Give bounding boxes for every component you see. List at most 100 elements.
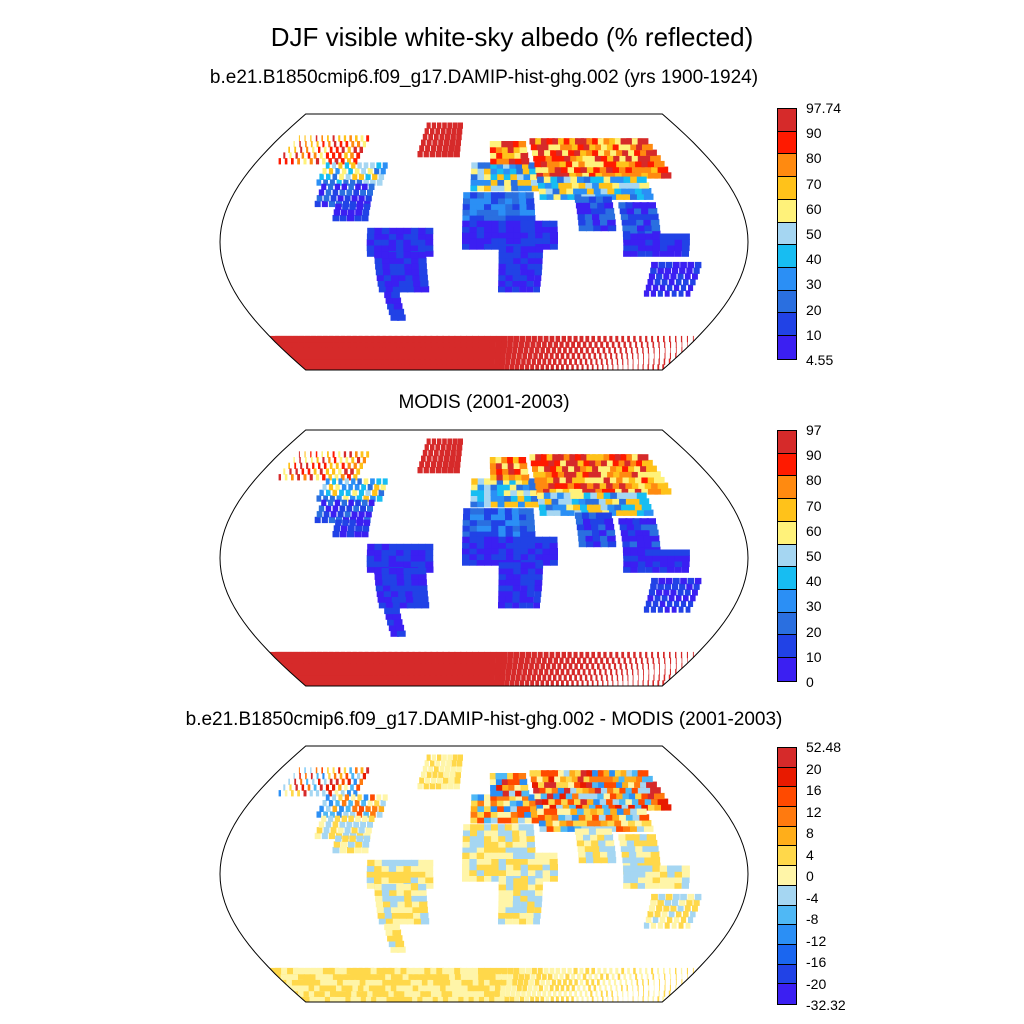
grid-cell	[362, 657, 372, 664]
grid-cell	[381, 244, 390, 252]
grid-cell	[362, 841, 370, 848]
grid-cell	[469, 559, 478, 566]
grid-cell	[301, 468, 305, 475]
grid-cell	[565, 498, 574, 505]
grid-cell	[490, 185, 499, 192]
grid-cell	[527, 215, 536, 222]
grid-cell	[680, 893, 687, 901]
grid-cell	[607, 188, 617, 195]
grid-cell	[340, 474, 345, 481]
grid-cell	[537, 808, 546, 815]
grid-cell	[662, 996, 665, 1002]
grid-cell	[491, 858, 500, 865]
grid-cell	[391, 590, 400, 597]
grid-cell	[637, 996, 639, 1002]
grid-cell	[462, 674, 470, 681]
grid-cell	[556, 488, 565, 495]
grid-cell	[513, 246, 522, 253]
grid-cell	[371, 347, 381, 354]
grid-cell	[690, 279, 696, 286]
grid-cell	[591, 996, 594, 1002]
grid-cell	[652, 341, 655, 348]
grid-cell	[393, 935, 403, 942]
grid-cell	[621, 172, 632, 179]
grid-cell	[586, 482, 597, 489]
grid-cell	[449, 771, 456, 778]
grid-cell	[435, 783, 442, 790]
grid-cell	[505, 274, 513, 281]
grid-cell	[391, 364, 401, 370]
grid-cell	[377, 280, 387, 287]
grid-cell	[656, 273, 663, 280]
grid-cell	[640, 149, 651, 156]
grid-cell	[530, 805, 539, 812]
grid-cell	[581, 680, 584, 686]
grid-cell	[425, 461, 431, 468]
grid-cell	[304, 767, 306, 774]
grid-cell	[293, 773, 295, 780]
grid-cell	[335, 519, 342, 526]
grid-cell	[462, 847, 471, 854]
grid-cell	[657, 482, 669, 489]
grid-cell	[484, 794, 492, 801]
grid-cell	[344, 195, 351, 202]
grid-cell	[362, 973, 372, 980]
grid-cell	[332, 189, 339, 196]
grid-cell	[609, 138, 620, 145]
grid-cell	[484, 835, 492, 842]
grid-cell	[501, 778, 509, 785]
grid-cell	[418, 859, 426, 867]
grid-cell	[348, 347, 359, 354]
grid-cell	[462, 531, 471, 538]
grid-cell	[677, 905, 684, 912]
panel-title-diff: b.e21.B1850cmip6.f09_g17.DAMIP-hist-ghg.…	[185, 709, 783, 730]
grid-cell	[309, 657, 321, 664]
grid-cell	[468, 674, 475, 681]
grid-cell	[442, 145, 449, 152]
grid-cell	[384, 291, 393, 299]
grid-cell	[316, 651, 328, 659]
grid-cell	[520, 257, 529, 264]
grid-cell	[414, 341, 423, 348]
grid-cell	[372, 674, 382, 681]
grid-cell	[593, 224, 602, 232]
grid-cell	[670, 341, 672, 348]
grid-cell	[344, 794, 349, 801]
grid-cell	[625, 347, 628, 354]
grid-cell	[637, 566, 646, 573]
grid-cell	[284, 158, 288, 165]
grid-cell	[657, 267, 664, 274]
grid-cell	[346, 505, 353, 512]
grid-cell	[347, 158, 351, 165]
grid-cell	[363, 352, 374, 360]
grid-cell	[425, 674, 434, 681]
grid-cell	[476, 864, 485, 871]
grid-cell	[305, 335, 317, 343]
grid-cell	[298, 973, 310, 980]
grid-cell	[363, 478, 369, 485]
grid-cell	[476, 519, 485, 526]
grid-cell	[650, 219, 660, 226]
grid-cell	[325, 352, 336, 360]
figure-title: DJF visible white-sky albedo (% reflecte…	[270, 22, 754, 52]
grid-cell	[418, 244, 426, 252]
grid-cell	[530, 973, 536, 980]
grid-cell	[630, 143, 641, 151]
grid-cell	[498, 596, 506, 603]
grid-cell	[519, 651, 526, 659]
grid-cell	[448, 364, 455, 370]
grid-cell	[287, 651, 299, 659]
grid-cell	[645, 871, 654, 878]
grid-cell	[404, 579, 413, 586]
grid-cell	[325, 478, 330, 485]
grid-cell	[484, 984, 490, 992]
grid-cell	[549, 220, 558, 227]
grid-cell	[349, 767, 352, 774]
grid-cell	[310, 967, 322, 975]
grid-cell	[305, 967, 317, 975]
grid-cell	[615, 668, 618, 676]
grid-cell	[363, 984, 374, 992]
grid-cell	[472, 341, 479, 348]
grid-cell	[442, 364, 450, 370]
grid-cell	[602, 347, 606, 354]
